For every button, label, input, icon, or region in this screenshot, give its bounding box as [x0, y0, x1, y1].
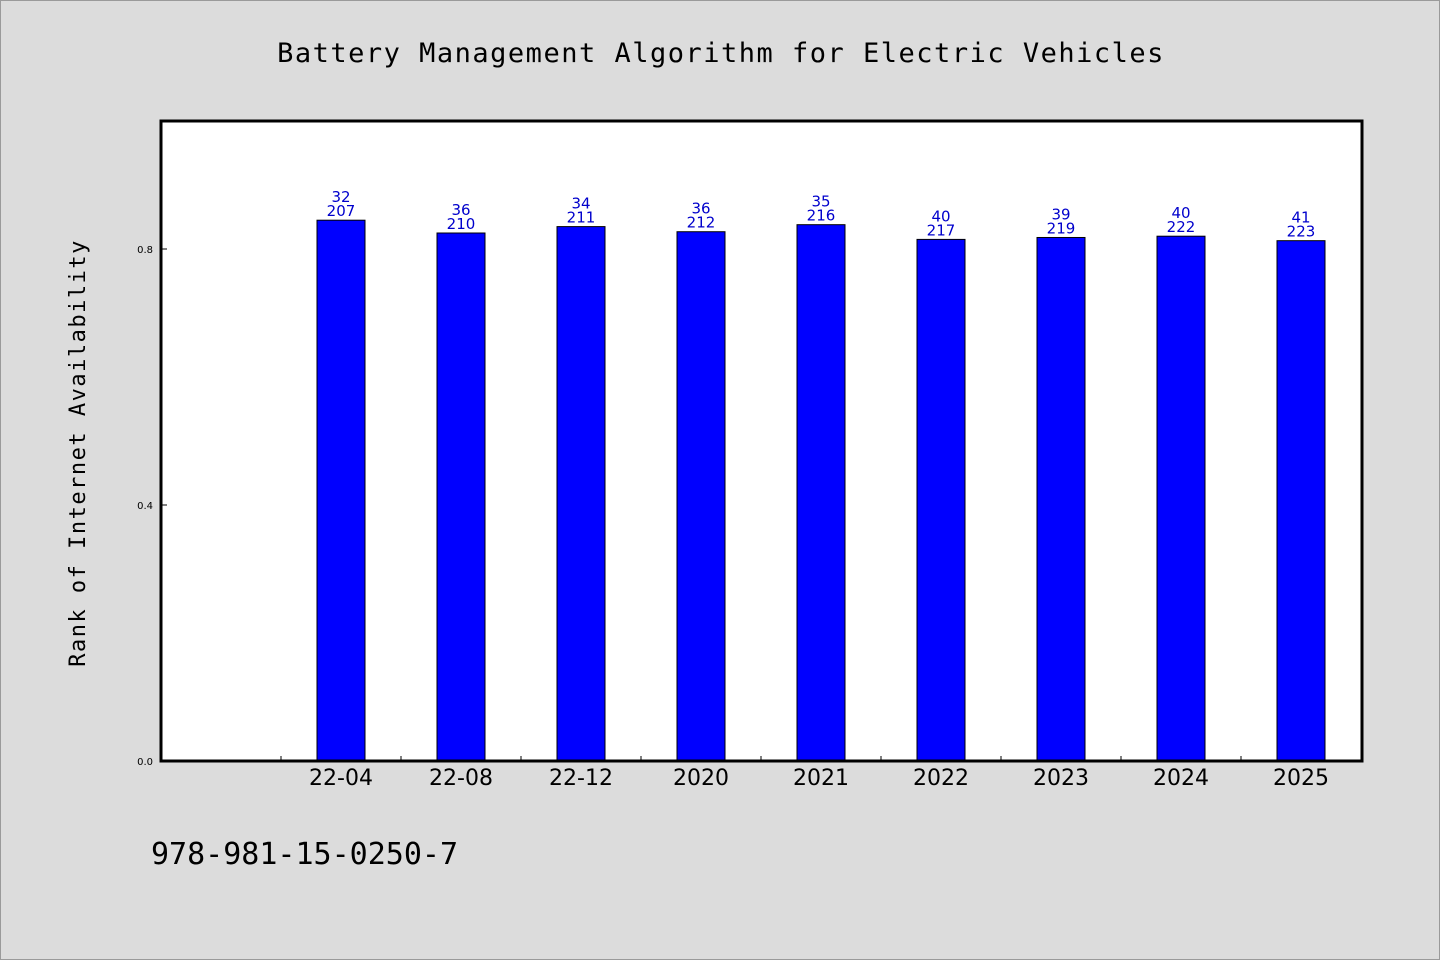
- bar-label-top-22-12: 34: [571, 195, 590, 213]
- bar-label-bottom-22-12: 211: [567, 209, 596, 227]
- ticks-layer: 0.0 0.4 0.8 22-04 22-08 22-12 2020 2021 2022 2023…: [137, 245, 1362, 791]
- bar-label-top-22-04: 32: [331, 188, 350, 206]
- bar-label-top-2020: 36: [691, 200, 710, 218]
- x-tick-label-2023: 2023: [1033, 766, 1089, 791]
- x-tick-label-2024: 2024: [1153, 766, 1209, 791]
- x-tick-label-22-08: 22-08: [429, 766, 493, 791]
- y-tick-label-1: 0.4: [137, 501, 153, 512]
- bar-label-top-2021: 35: [811, 193, 830, 211]
- bar-2021: [796, 224, 846, 762]
- bar-label-top-2023: 39: [1051, 205, 1070, 223]
- x-tick-label-2025: 2025: [1273, 766, 1329, 791]
- bar-label-bottom-2025: 223: [1287, 223, 1316, 241]
- y-tick-label-0: 0.0: [137, 757, 153, 768]
- x-tick-label-2020: 2020: [673, 766, 729, 791]
- bar-label-bottom-2024: 222: [1167, 218, 1196, 236]
- bar-22-04: [316, 219, 366, 762]
- bar-label-bottom-2020: 212: [687, 214, 716, 232]
- bar-2025: [1276, 240, 1326, 762]
- bar-label-top-2025: 41: [1291, 209, 1310, 227]
- plot-frame: [159, 119, 1364, 763]
- bar-label-bottom-22-08: 210: [447, 215, 476, 233]
- bar-label-top-2024: 40: [1171, 204, 1190, 222]
- bar-2024: [1156, 235, 1206, 762]
- chart-title: Battery Management Algorithm for Electri…: [277, 38, 1165, 69]
- x-tick-label-2021: 2021: [793, 766, 849, 791]
- y-tick-label-2: 0.8: [137, 245, 153, 256]
- bar-2023: [1036, 236, 1086, 762]
- bar-2022: [916, 238, 966, 762]
- bar-label-top-22-08: 36: [451, 201, 470, 219]
- bar-label-bottom-22-04: 207: [327, 202, 356, 220]
- bar-2020: [676, 231, 726, 762]
- bar-22-12: [556, 226, 606, 762]
- bar-22-08: [436, 232, 486, 762]
- x-tick-label-22-04: 22-04: [309, 766, 373, 791]
- bar-label-bottom-2023: 219: [1047, 219, 1076, 237]
- x-tick-label-22-12: 22-12: [549, 766, 613, 791]
- y-axis-label: Rank of Internet Availability: [66, 239, 91, 667]
- isbn-text: 978-981-15-0250-7: [151, 837, 458, 872]
- bar-label-bottom-2021: 216: [807, 207, 836, 225]
- bar-label-top-2022: 40: [931, 207, 950, 225]
- x-tick-label-2022: 2022: [913, 766, 969, 791]
- bar-label-bottom-2022: 217: [927, 221, 956, 239]
